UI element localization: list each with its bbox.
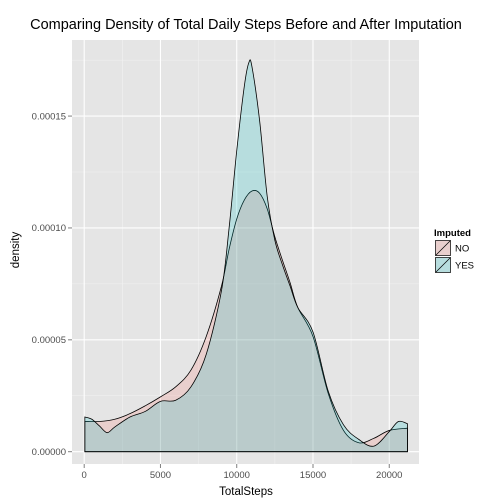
density-areas	[84, 59, 408, 453]
legend-label-no: NO	[455, 244, 469, 255]
y-tick-label: 0.00010	[32, 223, 66, 234]
minor-gridlines	[72, 40, 419, 464]
y-axis-title: density	[10, 232, 22, 269]
x-tick-label: 0	[82, 470, 87, 481]
legend-label-yes: YES	[455, 261, 474, 272]
x-axis-ticks: 0 5000 10000 15000 20000	[82, 464, 402, 481]
x-tick-label: 5000	[150, 470, 171, 481]
x-tick-label: 20000	[376, 470, 402, 481]
major-gridlines	[72, 40, 419, 464]
x-tick-label: 10000	[224, 470, 250, 481]
density-area-no	[84, 190, 408, 453]
legend: Imputed NO YES	[434, 228, 474, 274]
y-tick-label: 0.00015	[32, 111, 66, 122]
legend-key-slash	[435, 240, 451, 256]
x-axis-title: TotalSteps	[219, 486, 273, 498]
y-axis-ticks: 0.00000 0.00005 0.00010 0.00015	[32, 111, 72, 458]
chart-title: Comparing Density of Total Daily Steps B…	[30, 17, 462, 33]
legend-key-slash	[435, 257, 451, 273]
x-tick-label: 15000	[300, 470, 326, 481]
y-tick-label: 0.00000	[32, 447, 66, 458]
density-area-yes	[84, 59, 408, 453]
plot-panel	[72, 40, 419, 464]
legend-title: Imputed	[434, 228, 471, 239]
y-tick-label: 0.00005	[32, 335, 66, 346]
